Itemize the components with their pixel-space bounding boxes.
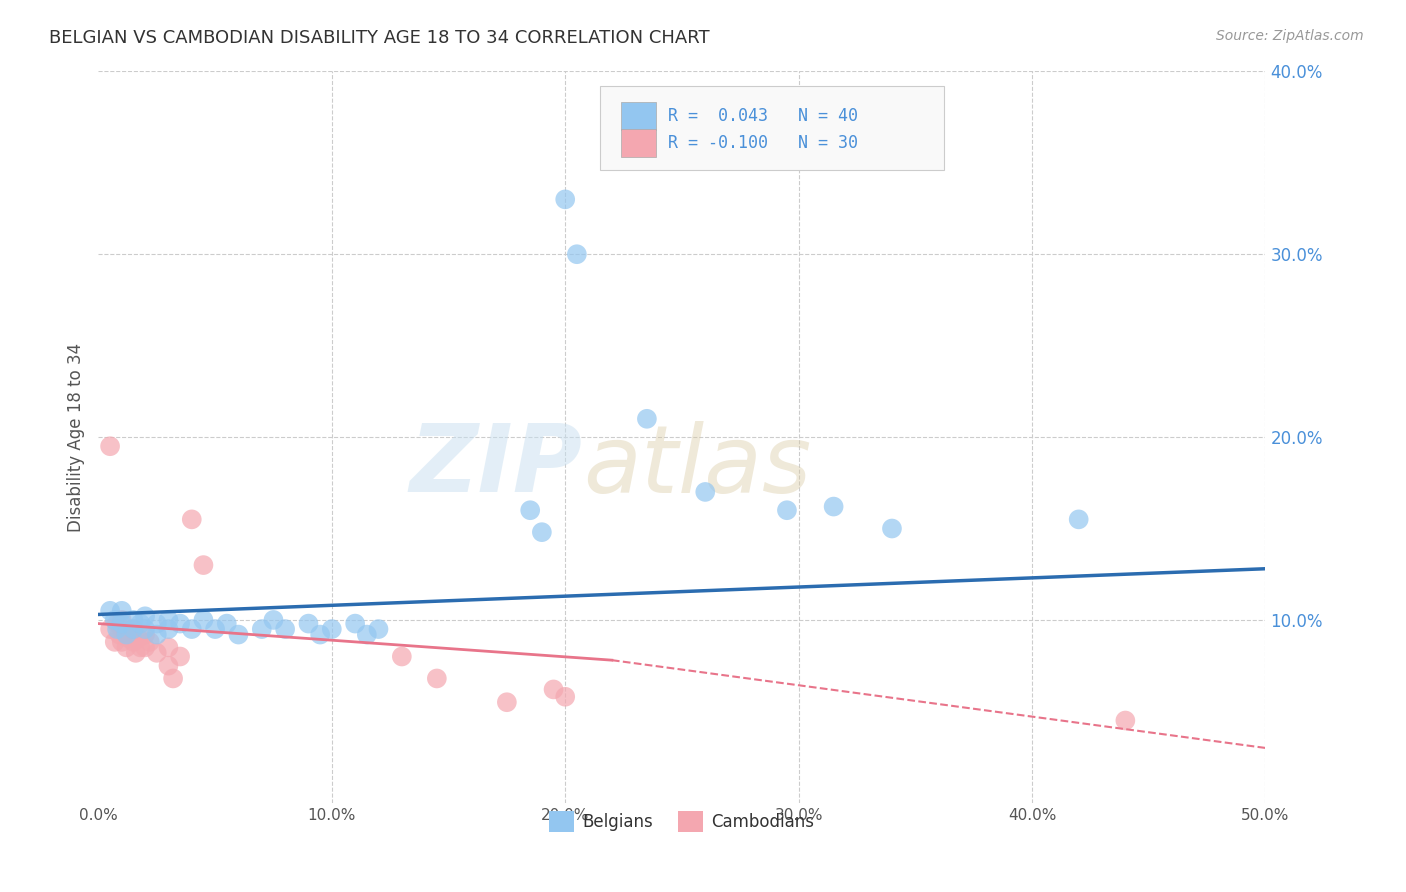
Point bbox=[115, 640, 138, 655]
Point bbox=[776, 503, 799, 517]
Point bbox=[146, 616, 169, 631]
Point bbox=[122, 622, 145, 636]
Point bbox=[111, 635, 134, 649]
Point bbox=[344, 616, 367, 631]
Point bbox=[111, 613, 134, 627]
Point bbox=[169, 616, 191, 631]
Point bbox=[169, 649, 191, 664]
Point bbox=[530, 525, 553, 540]
FancyBboxPatch shape bbox=[600, 86, 945, 170]
Point bbox=[519, 503, 541, 517]
Point bbox=[98, 439, 121, 453]
Point bbox=[111, 616, 134, 631]
Point bbox=[565, 247, 588, 261]
Point bbox=[193, 558, 215, 573]
Point bbox=[496, 695, 519, 709]
Point bbox=[297, 616, 319, 631]
Text: atlas: atlas bbox=[582, 421, 811, 512]
Point bbox=[228, 627, 250, 641]
Text: R = -0.100   N = 30: R = -0.100 N = 30 bbox=[668, 134, 858, 152]
Point bbox=[146, 646, 169, 660]
Legend: Belgians, Cambodians: Belgians, Cambodians bbox=[543, 805, 821, 838]
Point bbox=[157, 613, 180, 627]
Point bbox=[134, 627, 156, 641]
Point bbox=[146, 627, 169, 641]
Point bbox=[115, 627, 138, 641]
Point bbox=[262, 613, 284, 627]
Point bbox=[543, 682, 565, 697]
Point bbox=[127, 632, 149, 646]
Point bbox=[108, 627, 131, 641]
Point bbox=[636, 412, 658, 426]
Point bbox=[180, 512, 202, 526]
Y-axis label: Disability Age 18 to 34: Disability Age 18 to 34 bbox=[66, 343, 84, 532]
Bar bbox=[621, 102, 657, 130]
Point bbox=[250, 622, 273, 636]
Point bbox=[554, 690, 576, 704]
Point bbox=[880, 521, 903, 535]
Point bbox=[134, 622, 156, 636]
Point bbox=[309, 627, 332, 641]
Point bbox=[367, 622, 389, 636]
Point bbox=[122, 635, 145, 649]
Point bbox=[98, 604, 121, 618]
Point bbox=[823, 500, 845, 514]
Point bbox=[118, 632, 141, 646]
Text: BELGIAN VS CAMBODIAN DISABILITY AGE 18 TO 34 CORRELATION CHART: BELGIAN VS CAMBODIAN DISABILITY AGE 18 T… bbox=[49, 29, 710, 47]
Text: Source: ZipAtlas.com: Source: ZipAtlas.com bbox=[1216, 29, 1364, 44]
Point bbox=[274, 622, 297, 636]
Point bbox=[125, 646, 148, 660]
Point bbox=[105, 622, 128, 636]
Point bbox=[98, 622, 121, 636]
Point bbox=[215, 616, 238, 631]
Point bbox=[157, 658, 180, 673]
Text: R =  0.043   N = 40: R = 0.043 N = 40 bbox=[668, 107, 858, 125]
Point bbox=[134, 609, 156, 624]
Point bbox=[104, 635, 127, 649]
Bar bbox=[621, 129, 657, 157]
Point bbox=[157, 622, 180, 636]
Point bbox=[105, 616, 128, 631]
Point bbox=[1067, 512, 1090, 526]
Point bbox=[129, 640, 152, 655]
Point bbox=[162, 672, 184, 686]
Point bbox=[134, 640, 156, 655]
Point bbox=[204, 622, 226, 636]
Point bbox=[122, 613, 145, 627]
Point bbox=[554, 192, 576, 206]
Point bbox=[356, 627, 378, 641]
Point bbox=[129, 616, 152, 631]
Point bbox=[321, 622, 343, 636]
Point bbox=[426, 672, 449, 686]
Point bbox=[157, 640, 180, 655]
Point bbox=[111, 604, 134, 618]
Point bbox=[139, 635, 162, 649]
Point bbox=[193, 613, 215, 627]
Text: ZIP: ZIP bbox=[409, 420, 582, 512]
Point bbox=[111, 622, 134, 636]
Point bbox=[695, 485, 717, 500]
Point bbox=[180, 622, 202, 636]
Point bbox=[122, 622, 145, 636]
Point bbox=[391, 649, 413, 664]
Point bbox=[1114, 714, 1136, 728]
Point bbox=[104, 613, 127, 627]
